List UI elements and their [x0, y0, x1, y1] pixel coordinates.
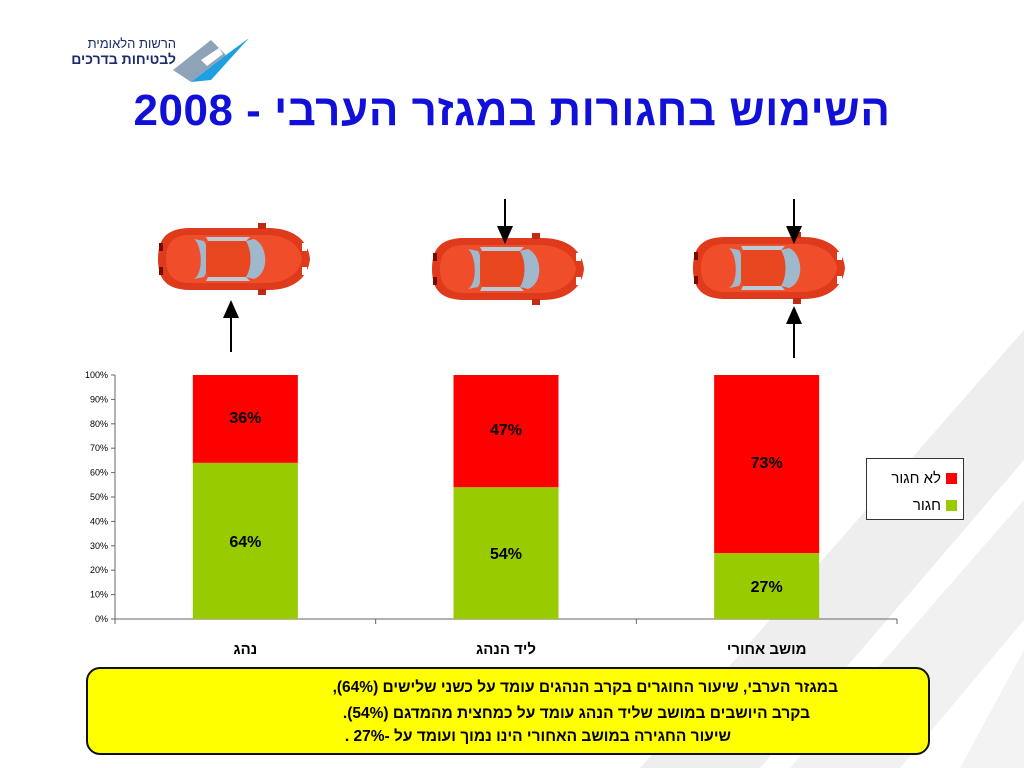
- legend-label: חגור: [912, 496, 941, 514]
- y-tick-label: 80%: [90, 419, 108, 429]
- car-passenger-illustration: [416, 199, 592, 313]
- bar-segment: [192, 375, 298, 463]
- logo: הרשות הלאומית לבטיחות בדרכים: [36, 30, 251, 85]
- legend-label: לא חגור: [891, 469, 941, 487]
- logo-line1: הרשות הלאומית: [87, 36, 176, 51]
- bar-value-label: 36%: [229, 410, 261, 427]
- note-line: בקרב היושבים במושב שליד הנהג עומד על כמח…: [342, 705, 810, 722]
- bar-segment: [714, 375, 820, 554]
- y-tick-label: 10%: [90, 590, 108, 600]
- chart-legend: לא חגור חגור: [866, 458, 964, 520]
- logo-mark-icon: [173, 38, 249, 82]
- bar-value-label: 73%: [751, 455, 783, 472]
- y-tick-label: 70%: [90, 443, 108, 453]
- x-category-label: ליד הנהג: [476, 641, 536, 658]
- y-tick-label: 90%: [90, 394, 108, 404]
- y-tick-label: 50%: [90, 492, 108, 502]
- y-tick-label: 60%: [90, 468, 108, 478]
- legend-swatch-green: [946, 499, 957, 511]
- car-driver-illustration: [142, 215, 318, 352]
- legend-item-belted: חגור: [913, 495, 957, 515]
- y-tick-label: 0%: [95, 614, 108, 624]
- x-category-label: מושב אחורי: [727, 641, 807, 658]
- logo-text: הרשות הלאומית לבטיחות בדרכים: [71, 36, 176, 67]
- bar-segment: [453, 375, 559, 488]
- summary-note: במגזר הערבי, שיעור החוגרים בקרב הנהגים ע…: [86, 667, 930, 755]
- legend-item-unbelted: לא חגור: [891, 468, 957, 488]
- chart-bars: 64% 36% נהג 54% 47% ליד הנהג 27% 73% מושב אחורי: [192, 375, 820, 658]
- car-rear-seat-illustration: [677, 199, 853, 358]
- y-tick-label: 30%: [90, 541, 108, 551]
- bar-value-label: 54%: [490, 546, 522, 563]
- note-line: שיעור החגירה במושב האחורי הינו נמוך ועומ…: [344, 728, 731, 745]
- bar-segment: [714, 553, 820, 619]
- bar-segment: [192, 462, 298, 619]
- bar-value-label: 27%: [751, 579, 783, 596]
- page-title: השימוש בחגורות במגזר הערבי - 2008: [133, 86, 891, 135]
- bar-segment: [453, 487, 559, 619]
- y-tick-label: 40%: [90, 516, 108, 526]
- logo-line2: לבטיחות בדרכים: [71, 51, 176, 67]
- chart-axes: 0% 10% 20% 30% 40% 50% 60% 70% 80% 90% 100%: [85, 370, 898, 624]
- legend-swatch-red: [946, 472, 957, 484]
- x-category-label: נהג: [233, 641, 257, 658]
- y-tick-label: 100%: [85, 370, 108, 380]
- y-tick-label: 20%: [90, 565, 108, 575]
- bar-value-label: 47%: [490, 422, 522, 439]
- note-line: במגזר הערבי, שיעור החוגרים בקרב הנהגים ע…: [332, 679, 838, 696]
- bar-value-label: 64%: [229, 534, 261, 551]
